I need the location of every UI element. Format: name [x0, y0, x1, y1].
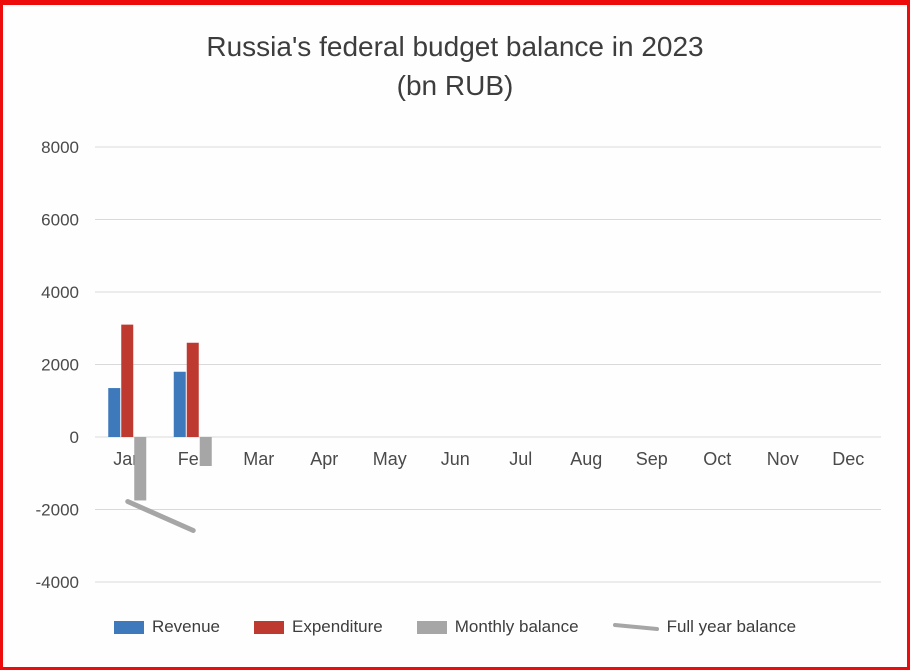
chart-title-line-1: Russia's federal budget balance in 2023: [206, 31, 704, 62]
bar-monthly-balance: [134, 437, 147, 501]
y-axis-tick-label: -4000: [36, 573, 79, 592]
legend-swatch-icon: [416, 620, 447, 634]
x-axis-tick-label: Apr: [310, 449, 338, 469]
legend-label: Monthly balance: [454, 617, 579, 636]
bar-expenditure: [186, 342, 199, 437]
y-axis-tick-label: 6000: [41, 211, 79, 230]
legend-label: Revenue: [151, 617, 221, 636]
y-axis-tick-label: 4000: [41, 283, 79, 302]
legend-swatch-icon: [113, 620, 144, 634]
x-axis-tick-label: Jun: [441, 449, 470, 469]
y-axis-tick-label: 2000: [41, 356, 79, 375]
legend-line-icon: [612, 623, 659, 631]
legend-item-full-year-balance: Full year balance: [612, 617, 797, 637]
line-full-year-balance: [125, 499, 196, 534]
bar-monthly-balance: [199, 437, 212, 466]
legend-swatch-icon: [254, 620, 285, 634]
legend-item-revenue: Revenue: [113, 617, 221, 637]
legend-item-monthly-balance: Monthly balance: [416, 617, 579, 637]
y-axis-tick-label: 8000: [41, 138, 79, 157]
x-axis-tick-label: Mar: [243, 449, 274, 469]
legend-item-expenditure: Expenditure: [254, 617, 383, 637]
y-axis-tick-label: 0: [70, 428, 79, 447]
x-axis-tick-label: Dec: [832, 449, 864, 469]
bar-revenue: [173, 371, 186, 437]
y-axis-tick-label: -2000: [36, 501, 79, 520]
x-axis-tick-label: Oct: [703, 449, 731, 469]
chart-title: Russia's federal budget balance in 2023 …: [3, 27, 907, 105]
x-axis-tick-label: Jul: [509, 449, 532, 469]
bar-expenditure: [121, 324, 134, 437]
legend-label: Expenditure: [292, 617, 383, 636]
x-axis-tick-label: Aug: [570, 449, 602, 469]
x-axis-tick-label: Sep: [636, 449, 668, 469]
bar-revenue: [108, 388, 121, 437]
x-axis-tick-label: May: [373, 449, 407, 469]
chart-legend: Revenue Expenditure Monthly balance Full ye…: [3, 617, 907, 637]
x-axis-tick-label: Nov: [767, 449, 799, 469]
chart-title-line-2: (bn RUB): [396, 70, 514, 102]
legend-label: Full year balance: [666, 617, 797, 636]
